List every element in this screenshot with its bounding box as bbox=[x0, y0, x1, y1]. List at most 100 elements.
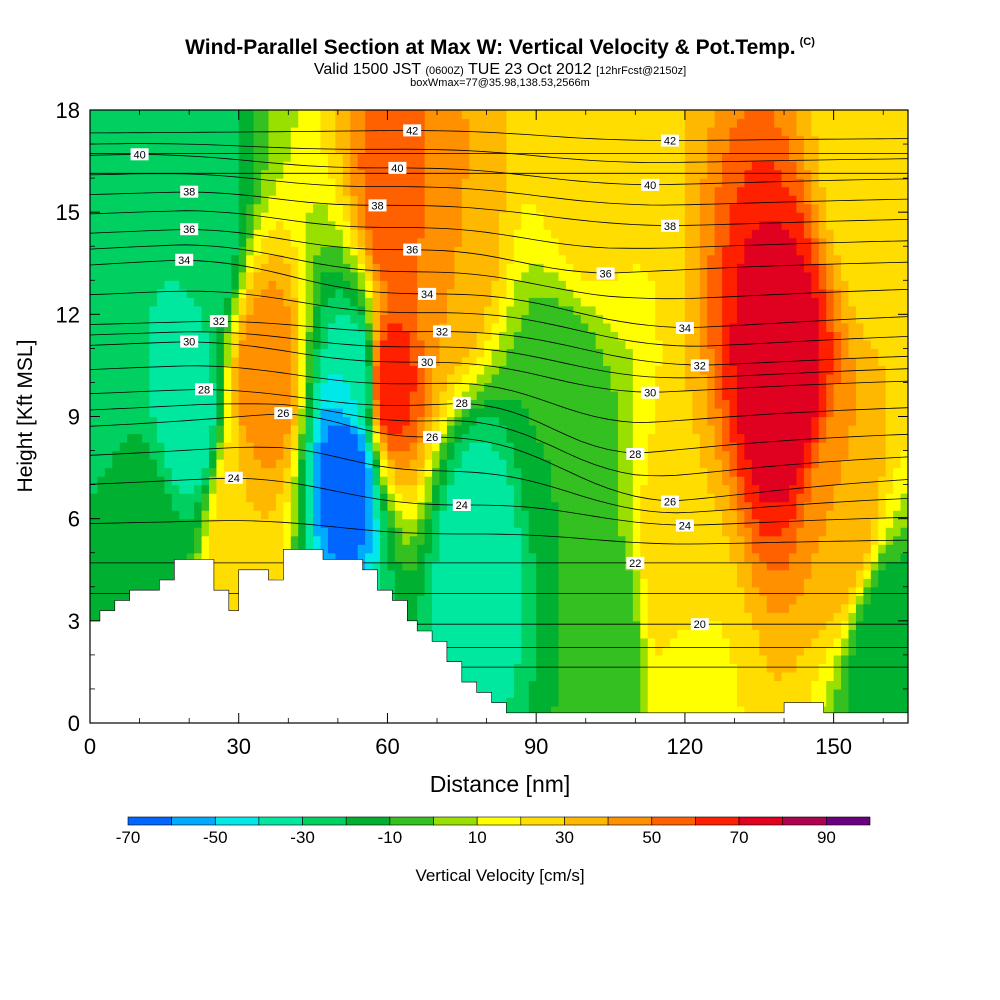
field-cell bbox=[551, 671, 560, 682]
field-cell bbox=[565, 390, 574, 401]
field-cell bbox=[476, 416, 485, 426]
field-cell bbox=[142, 552, 151, 562]
field-cell bbox=[142, 569, 151, 579]
field-cell bbox=[551, 493, 560, 503]
field-cell bbox=[811, 399, 820, 409]
field-cell bbox=[142, 493, 151, 503]
field-cell bbox=[305, 493, 314, 503]
field-cell bbox=[655, 425, 664, 435]
field-cell bbox=[751, 637, 760, 647]
field-cell bbox=[461, 493, 470, 503]
field-cell bbox=[283, 382, 292, 392]
field-cell bbox=[223, 407, 232, 418]
field-cell bbox=[714, 373, 723, 384]
field-cell bbox=[684, 688, 693, 699]
field-cell bbox=[528, 654, 537, 664]
field-cell bbox=[670, 578, 679, 588]
field-cell bbox=[632, 544, 641, 554]
field-cell bbox=[677, 459, 686, 469]
field-cell bbox=[811, 373, 820, 384]
field-cell bbox=[603, 680, 612, 690]
field-cell bbox=[387, 425, 396, 435]
field-cell bbox=[231, 510, 240, 520]
field-cell bbox=[424, 578, 433, 588]
field-cell bbox=[736, 561, 745, 571]
field-cell bbox=[551, 654, 560, 664]
field-cell bbox=[112, 552, 121, 562]
field-cell bbox=[476, 527, 485, 537]
field-cell bbox=[164, 552, 173, 562]
field-cell bbox=[454, 339, 463, 349]
field-cell bbox=[283, 399, 292, 409]
field-cell bbox=[417, 459, 426, 469]
field-cell bbox=[558, 407, 567, 418]
field-cell bbox=[826, 390, 835, 401]
field-cell bbox=[714, 586, 723, 596]
field-cell bbox=[372, 373, 381, 384]
field-cell bbox=[446, 450, 455, 460]
field-cell bbox=[164, 373, 173, 384]
field-cell bbox=[766, 339, 775, 349]
field-cell bbox=[647, 705, 656, 716]
field-cell bbox=[506, 493, 515, 503]
field-cell bbox=[603, 629, 612, 639]
field-cell bbox=[491, 433, 500, 443]
field-cell bbox=[439, 467, 448, 477]
field-cell bbox=[424, 586, 433, 596]
field-cell bbox=[372, 476, 381, 486]
field-cell bbox=[647, 348, 656, 358]
field-cell bbox=[655, 459, 664, 469]
field-cell bbox=[551, 373, 560, 384]
field-cell bbox=[134, 425, 143, 435]
field-cell bbox=[900, 493, 908, 503]
field-cell bbox=[781, 450, 790, 460]
field-cell bbox=[789, 416, 798, 426]
field-cell bbox=[342, 476, 351, 486]
field-cell bbox=[536, 552, 545, 562]
field-cell bbox=[186, 390, 195, 401]
field-cell bbox=[774, 688, 783, 699]
field-cell bbox=[662, 373, 671, 384]
field-cell bbox=[900, 561, 908, 571]
field-cell bbox=[104, 527, 113, 537]
field-cell bbox=[580, 390, 589, 401]
field-cell bbox=[625, 680, 634, 690]
field-cell bbox=[380, 552, 389, 562]
field-cell bbox=[171, 365, 180, 375]
field-cell bbox=[134, 484, 143, 494]
field-cell bbox=[186, 476, 195, 486]
field-cell bbox=[513, 671, 522, 682]
field-cell bbox=[684, 578, 693, 588]
field-cell bbox=[692, 595, 701, 605]
field-cell bbox=[603, 595, 612, 605]
field-cell bbox=[112, 390, 121, 401]
field-cell bbox=[454, 578, 463, 588]
field-cell bbox=[156, 399, 165, 409]
field-cell bbox=[119, 586, 128, 596]
field-cell bbox=[134, 356, 143, 367]
field-cell bbox=[632, 493, 641, 503]
field-cell bbox=[818, 620, 827, 630]
field-cell bbox=[543, 518, 552, 528]
field-cell bbox=[194, 484, 203, 494]
field-cell bbox=[402, 578, 411, 588]
field-cell bbox=[900, 348, 908, 358]
field-cell bbox=[372, 450, 381, 460]
field-cell bbox=[223, 433, 232, 443]
field-cell bbox=[781, 527, 790, 537]
field-cell bbox=[714, 339, 723, 349]
field-cell bbox=[439, 620, 448, 630]
field-cell bbox=[841, 373, 850, 384]
field-cell bbox=[372, 433, 381, 443]
field-cell bbox=[417, 561, 426, 571]
field-cell bbox=[833, 535, 842, 545]
field-cell bbox=[513, 450, 522, 460]
field-cell bbox=[774, 348, 783, 358]
field-cell bbox=[335, 467, 344, 477]
field-cell bbox=[647, 373, 656, 384]
field-cell bbox=[261, 467, 270, 477]
field-cell bbox=[283, 425, 292, 435]
field-cell bbox=[357, 442, 366, 452]
field-cell bbox=[811, 527, 820, 537]
field-cell bbox=[803, 484, 812, 494]
